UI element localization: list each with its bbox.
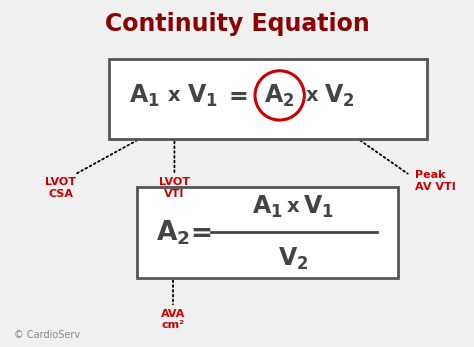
Text: $\mathbf{=}$: $\mathbf{=}$ (224, 83, 247, 108)
Text: LVOT
VTI: LVOT VTI (159, 177, 190, 198)
Text: Continuity Equation: Continuity Equation (105, 12, 369, 36)
Text: $\mathbf{A_2}$: $\mathbf{A_2}$ (264, 82, 295, 109)
Text: $\mathbf{V_1}$: $\mathbf{V_1}$ (188, 82, 218, 109)
Text: Peak
AV VTI: Peak AV VTI (415, 170, 456, 192)
Text: LVOT
CSA: LVOT CSA (45, 177, 76, 198)
Text: AVA
cm²: AVA cm² (161, 309, 185, 330)
Text: $\mathbf{V_2}$: $\mathbf{V_2}$ (278, 245, 308, 272)
FancyBboxPatch shape (137, 187, 398, 278)
Ellipse shape (255, 71, 304, 120)
FancyBboxPatch shape (109, 59, 427, 139)
Text: $\mathbf{V_2}$: $\mathbf{V_2}$ (324, 82, 354, 109)
Text: $\mathbf{=}$: $\mathbf{=}$ (185, 220, 211, 245)
Text: $\mathbf{A_1}$: $\mathbf{A_1}$ (253, 193, 283, 220)
Text: $\mathbf{x}$: $\mathbf{x}$ (305, 86, 319, 105)
Text: © CardioServ: © CardioServ (14, 330, 81, 340)
Text: $\mathbf{V_1}$: $\mathbf{V_1}$ (303, 193, 334, 220)
Text: $\mathbf{A_1}$: $\mathbf{A_1}$ (129, 82, 160, 109)
Text: $\mathbf{x}$: $\mathbf{x}$ (167, 86, 182, 105)
Text: $\mathbf{A_2}$: $\mathbf{A_2}$ (156, 218, 190, 247)
Text: $\mathbf{x}$: $\mathbf{x}$ (286, 197, 300, 216)
